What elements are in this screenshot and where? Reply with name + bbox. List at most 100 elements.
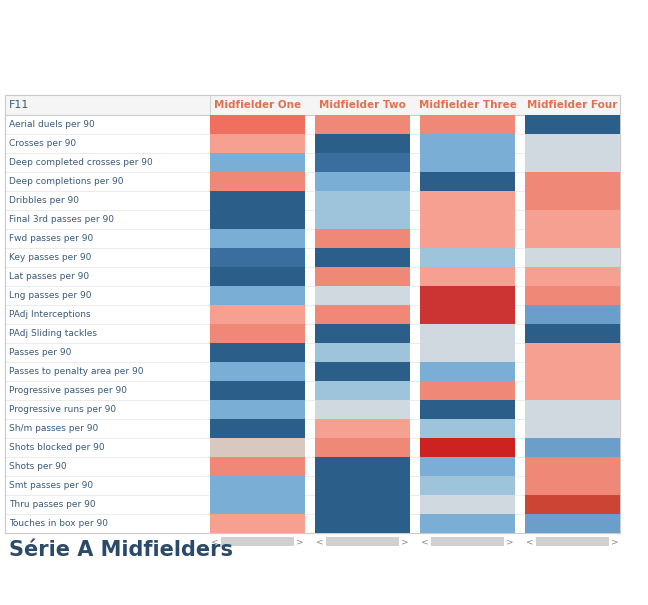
Bar [210,191,305,210]
Text: >: > [506,537,514,546]
Bar [221,537,294,546]
Text: Deep completions per 90: Deep completions per 90 [9,177,124,186]
Bar [315,495,410,514]
Bar [420,495,515,514]
Bar [525,153,620,172]
Bar [420,476,515,495]
Text: Midfielder One: Midfielder One [214,100,301,110]
Bar [315,438,410,457]
Bar [210,438,305,457]
Text: Final 3rd passes per 90: Final 3rd passes per 90 [9,215,114,224]
Bar [315,267,410,286]
Bar [315,514,410,532]
Text: Crosses per 90: Crosses per 90 [9,139,76,148]
Bar [210,153,305,172]
Text: <: < [421,537,429,546]
Bar [420,286,515,305]
Bar [210,306,305,324]
Text: Fwd passes per 90: Fwd passes per 90 [9,234,93,243]
Text: Lng passes per 90: Lng passes per 90 [9,291,91,300]
Bar [525,134,620,152]
Text: PAdj Sliding tackles: PAdj Sliding tackles [9,329,97,338]
Bar [210,476,305,495]
Bar [420,211,515,229]
Bar [210,457,305,476]
Bar [420,267,515,286]
Text: Smt passes per 90: Smt passes per 90 [9,481,93,490]
Bar [420,419,515,437]
Bar [420,438,515,457]
Text: Deep completed crosses per 90: Deep completed crosses per 90 [9,158,153,167]
Bar [525,381,620,400]
Bar [420,401,515,419]
Bar [420,381,515,400]
Text: >: > [611,537,619,546]
Bar [210,343,305,362]
Text: <: < [316,537,324,546]
Bar [525,476,620,495]
Bar [315,191,410,210]
Bar [525,267,620,286]
Bar [420,343,515,362]
Bar [420,248,515,267]
Bar [420,172,515,191]
Bar [525,211,620,229]
Text: Série A Midfielders: Série A Midfielders [9,540,233,560]
Bar [315,457,410,476]
Bar [525,457,620,476]
Text: Sh/m passes per 90: Sh/m passes per 90 [9,424,98,433]
Text: Passes to penalty area per 90: Passes to penalty area per 90 [9,367,143,376]
Bar [315,476,410,495]
Bar [525,116,620,134]
Bar [315,172,410,191]
Bar [210,211,305,229]
Bar [210,229,305,247]
Text: Shots per 90: Shots per 90 [9,462,67,471]
Text: Progressive runs per 90: Progressive runs per 90 [9,405,116,414]
Bar [315,116,410,134]
Bar [525,362,620,381]
Bar [210,172,305,191]
Bar [315,134,410,152]
Bar [420,514,515,532]
Text: Touches in box per 90: Touches in box per 90 [9,519,108,528]
Bar [525,419,620,437]
Bar [210,514,305,532]
Text: Passes per 90: Passes per 90 [9,348,71,357]
Bar [420,324,515,342]
Bar [210,362,305,381]
Bar [420,116,515,134]
Text: PAdj Interceptions: PAdj Interceptions [9,310,91,319]
Bar [315,419,410,437]
Text: >: > [401,537,409,546]
Bar [210,381,305,400]
Text: Shots blocked per 90: Shots blocked per 90 [9,443,104,452]
Text: Key passes per 90: Key passes per 90 [9,253,91,262]
Bar [525,343,620,362]
Text: Progressive passes per 90: Progressive passes per 90 [9,386,127,395]
Bar [5,95,620,115]
Text: Dribbles per 90: Dribbles per 90 [9,196,79,205]
Bar [315,153,410,172]
Text: Thru passes per 90: Thru passes per 90 [9,500,96,509]
Bar [210,324,305,342]
Bar [525,324,620,342]
Bar [420,457,515,476]
Bar [210,495,305,514]
Bar [5,95,620,533]
Bar [315,401,410,419]
Text: <: < [526,537,534,546]
Bar [420,134,515,152]
Text: Midfielder Four: Midfielder Four [527,100,618,110]
Bar [210,248,305,267]
Bar [315,324,410,342]
Bar [525,229,620,247]
Bar [525,191,620,210]
Bar [210,286,305,305]
Text: Midfielder Two: Midfielder Two [319,100,406,110]
Bar [315,362,410,381]
Bar [315,211,410,229]
Bar [210,419,305,437]
Text: Lat passes per 90: Lat passes per 90 [9,272,89,281]
Bar [420,229,515,247]
